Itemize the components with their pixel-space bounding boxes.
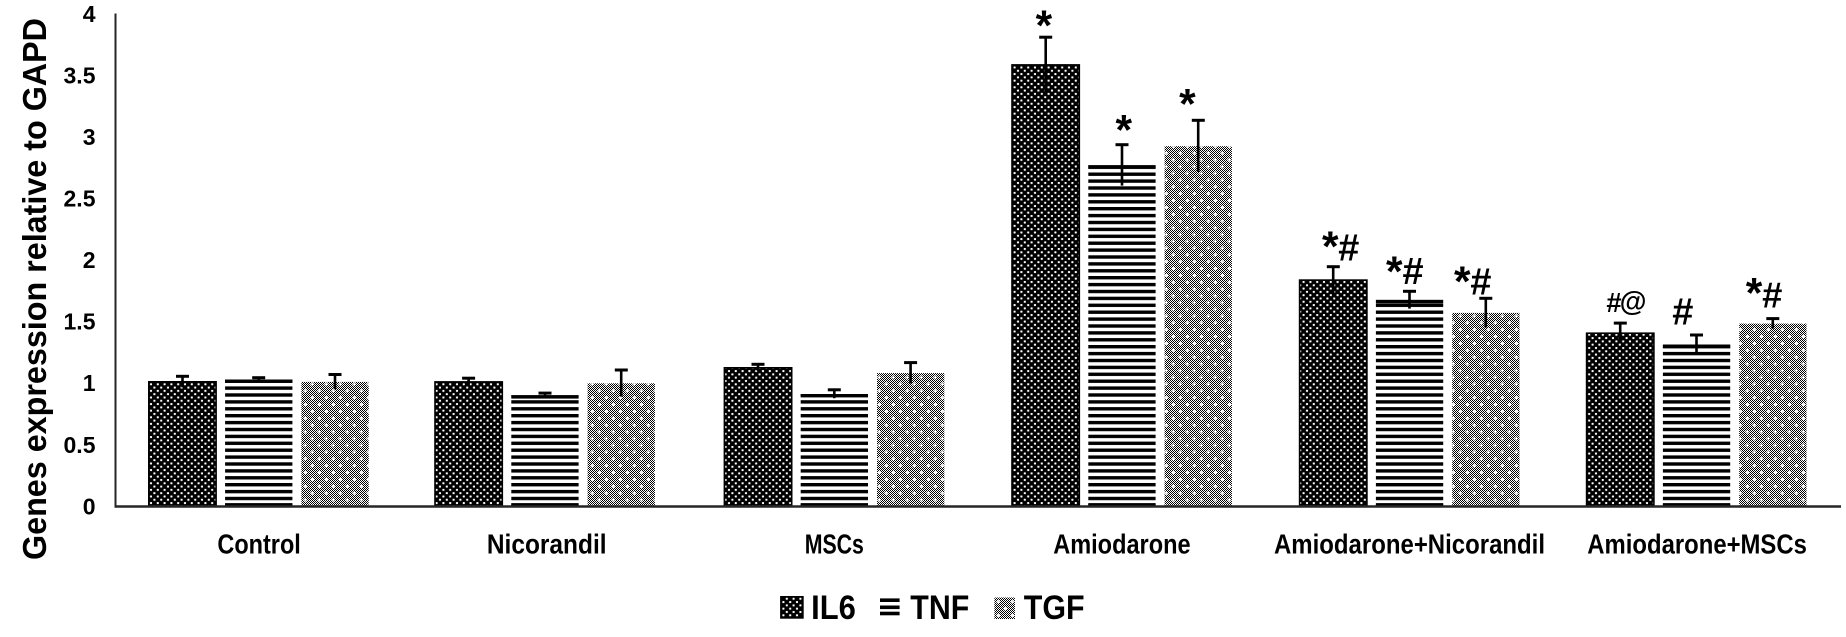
svg-text:*: *: [1746, 270, 1763, 317]
svg-text:@: @: [1620, 286, 1647, 317]
svg-text:#: #: [1470, 262, 1491, 304]
svg-text:1.5: 1.5: [64, 309, 96, 335]
svg-text:IL6: IL6: [811, 589, 856, 627]
svg-text:Control: Control: [217, 529, 300, 560]
svg-text:*: *: [1116, 107, 1133, 154]
svg-text:Amiodarone: Amiodarone: [1053, 529, 1190, 560]
svg-text:#: #: [1402, 251, 1423, 293]
svg-text:Nicorandil: Nicorandil: [487, 529, 607, 560]
svg-text:*: *: [1454, 259, 1471, 306]
svg-text:3: 3: [83, 124, 96, 150]
svg-text:*: *: [1179, 81, 1196, 128]
svg-text:3.5: 3.5: [64, 63, 96, 89]
svg-text:1: 1: [83, 370, 96, 396]
svg-text:TNF: TNF: [910, 589, 969, 627]
svg-text:*: *: [1322, 224, 1339, 271]
svg-text:Amiodarone+Nicorandil: Amiodarone+Nicorandil: [1274, 529, 1545, 560]
svg-text:#: #: [1606, 287, 1621, 318]
svg-text:4: 4: [83, 1, 96, 27]
svg-text:TGF: TGF: [1024, 589, 1085, 627]
svg-text:#: #: [1338, 227, 1359, 269]
svg-text:0: 0: [83, 493, 96, 519]
svg-text:2: 2: [83, 247, 96, 273]
svg-text:*: *: [1036, 3, 1053, 50]
svg-text:*: *: [1386, 249, 1403, 296]
svg-text:#: #: [1672, 291, 1693, 333]
svg-text:MSCs: MSCs: [805, 529, 864, 560]
svg-text:Amiodarone+MSCs: Amiodarone+MSCs: [1587, 529, 1807, 560]
svg-text:Genes expression relative to G: Genes expression relative to GAPD: [16, 18, 53, 560]
svg-text:0.5: 0.5: [64, 432, 96, 458]
svg-text:#: #: [1762, 274, 1782, 315]
svg-text:2.5: 2.5: [64, 186, 96, 212]
